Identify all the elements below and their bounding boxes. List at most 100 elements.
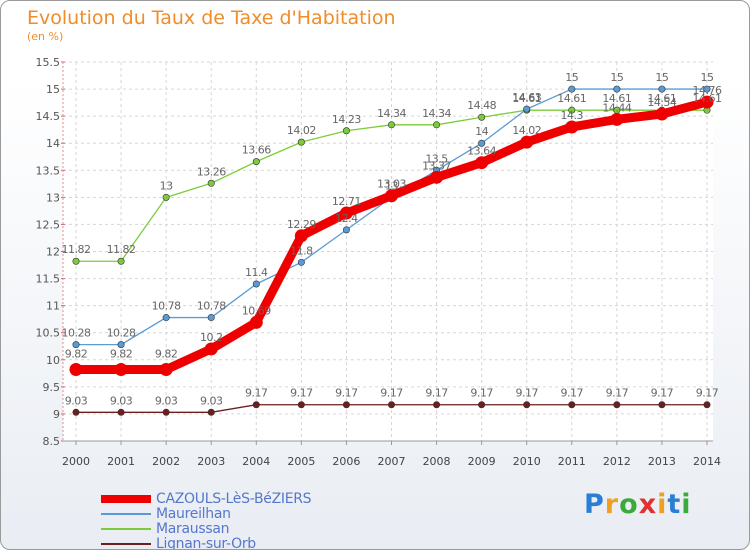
series-point-2	[568, 106, 576, 114]
y-tick-label: 11	[46, 300, 60, 313]
series-point-3	[117, 408, 125, 416]
data-label: 14.61	[693, 92, 722, 105]
series-point-0	[520, 135, 534, 149]
logo-letter: o	[619, 489, 639, 520]
data-label: 13	[160, 179, 173, 192]
data-label: 9.17	[696, 387, 719, 400]
y-tick-label: 13	[46, 191, 60, 204]
y-tick-label: 11.5	[36, 273, 61, 286]
data-label: 13.64	[467, 145, 496, 158]
series-point-1	[342, 226, 350, 234]
series-point-1	[523, 105, 531, 113]
series-point-3	[523, 401, 531, 409]
data-label: 9.03	[110, 394, 133, 407]
data-label: 9.03	[200, 394, 223, 407]
data-label: 9.17	[380, 387, 403, 400]
legend-item: Maraussan	[101, 521, 361, 537]
series-point-0	[655, 107, 669, 121]
data-label: 14.48	[467, 99, 496, 112]
x-tick-label: 2001	[107, 455, 135, 468]
series-point-0	[294, 229, 308, 243]
series-point-1	[72, 341, 80, 349]
series-point-3	[613, 401, 621, 409]
series-point-1	[297, 258, 305, 266]
series-point-3	[162, 408, 170, 416]
data-label: 12.4	[335, 212, 358, 225]
legend-item: CAZOULS-LèS-BéZIERS	[101, 491, 361, 507]
data-label: 9.82	[65, 348, 88, 361]
x-tick-label: 2002	[152, 455, 180, 468]
data-label: 10.2	[200, 331, 223, 344]
logo-letter: P	[584, 489, 605, 520]
legend-swatch	[101, 528, 151, 530]
x-tick-label: 2003	[197, 455, 225, 468]
series-point-0	[610, 112, 624, 126]
data-label: 14.3	[561, 109, 584, 122]
x-tick-label: 2005	[287, 455, 315, 468]
series-point-1	[162, 314, 170, 322]
data-label: 15	[610, 71, 623, 84]
x-tick-label: 2013	[648, 455, 676, 468]
data-label: 13.03	[377, 178, 406, 191]
x-tick-label: 2004	[242, 455, 270, 468]
y-tick-label: 14	[46, 137, 60, 150]
x-tick-label: 2010	[513, 455, 541, 468]
series-point-2	[162, 193, 170, 201]
logo-letter: t	[667, 489, 682, 520]
data-label: 14.61	[557, 92, 586, 105]
data-label: 15	[701, 71, 714, 84]
data-label: 13	[385, 179, 398, 192]
data-label: 12.71	[332, 195, 361, 208]
data-label: 9.17	[470, 387, 493, 400]
data-label: 9.17	[290, 387, 313, 400]
series-point-1	[117, 341, 125, 349]
data-label: 9.17	[335, 387, 358, 400]
data-label: 10.78	[197, 300, 226, 313]
data-label: 14.34	[377, 107, 406, 120]
series-point-0	[69, 363, 83, 377]
series-point-3	[72, 408, 80, 416]
series-point-3	[387, 401, 395, 409]
data-label: 9.82	[155, 348, 178, 361]
series-point-0	[159, 363, 173, 377]
chart-title: Evolution du Taux de Taxe d'Habitation	[27, 7, 396, 29]
logo-letter: i	[681, 489, 692, 520]
data-label: 13.37	[422, 159, 451, 172]
series-point-3	[433, 401, 441, 409]
series-point-2	[478, 113, 486, 121]
data-label: 10.69	[242, 304, 271, 317]
data-label: 10.28	[62, 327, 91, 340]
legend-item: Maureilhan	[101, 506, 361, 522]
y-tick-label: 8.5	[43, 435, 61, 448]
data-label: 13.26	[197, 165, 226, 178]
data-label: 14.34	[422, 107, 451, 120]
logo-letter: i	[657, 489, 668, 520]
series-point-0	[249, 315, 263, 329]
data-label: 9.17	[515, 387, 538, 400]
data-label: 12.29	[287, 218, 316, 231]
series-point-1	[703, 85, 711, 93]
y-tick-label: 15.5	[36, 56, 61, 69]
series-point-0	[204, 342, 218, 356]
data-label: 9.17	[425, 387, 448, 400]
series-point-0	[565, 120, 579, 134]
series-point-0	[700, 95, 714, 109]
data-label: 15	[655, 71, 668, 84]
series-point-2	[342, 127, 350, 135]
series-point-1	[613, 85, 621, 93]
x-tick-label: 2008	[423, 455, 451, 468]
y-tick-label: 9.5	[43, 381, 61, 394]
legend-label: Maureilhan	[156, 506, 231, 522]
legend-item: Lignan-sur-Orb	[101, 536, 361, 549]
series-point-0	[114, 363, 128, 377]
data-label: 11.82	[107, 243, 136, 256]
y-tick-label: 10.5	[36, 327, 61, 340]
y-tick-label: 15	[46, 83, 60, 96]
data-label: 14.44	[602, 101, 631, 114]
legend-swatch	[101, 495, 151, 503]
data-label: 10.78	[152, 300, 181, 313]
series-point-0	[475, 156, 489, 170]
series-point-0	[430, 170, 444, 184]
series-point-2	[117, 257, 125, 265]
data-label: 10.28	[107, 327, 136, 340]
